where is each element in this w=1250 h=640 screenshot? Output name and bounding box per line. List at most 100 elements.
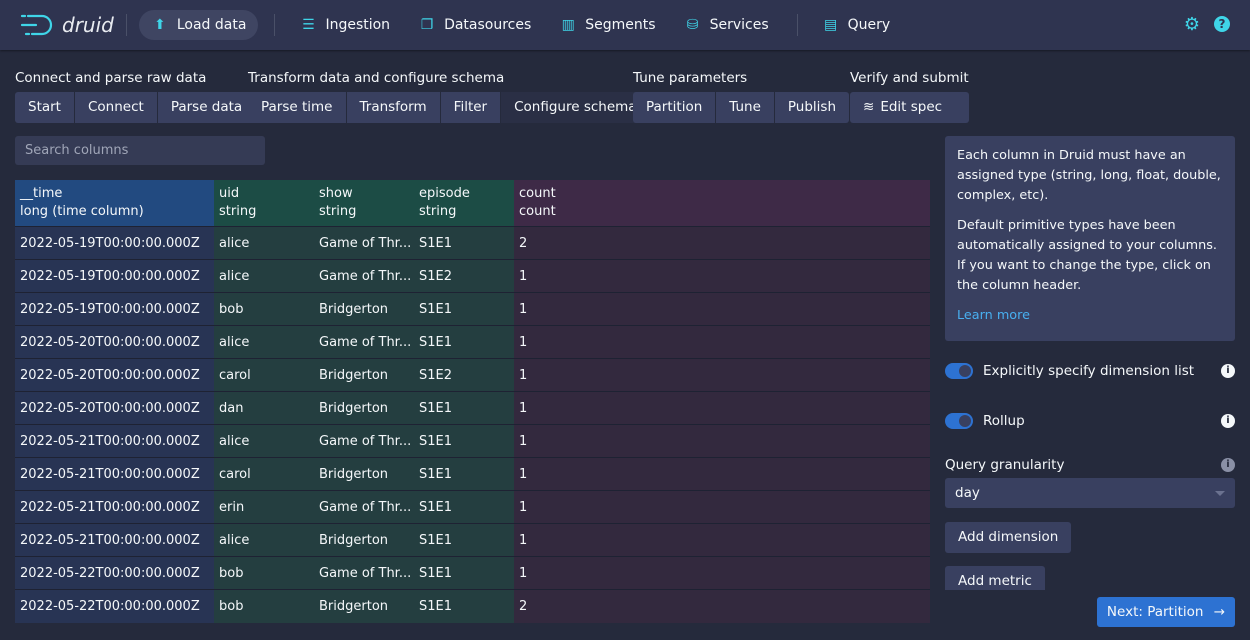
step-start[interactable]: Start [15,92,75,123]
table-row: 2022-05-20T00:00:00.000Z alice Game of Thr… [15,325,930,359]
column-header-count[interactable]: count count [514,180,930,227]
nav-label: Query [847,17,891,33]
table-cell: alice [214,226,314,260]
next-partition-button[interactable]: Next: Partition → [1097,597,1235,627]
column-type: count [519,204,556,219]
table-row: 2022-05-19T00:00:00.000Z bob Bridgerton S1E… [15,292,930,326]
table-cell: Bridgerton [314,457,414,491]
query-granularity-select[interactable]: day [945,478,1235,508]
column-name: uid [219,186,240,201]
nav-services[interactable]: ⛁ Services [672,10,781,40]
table-cell: S1E1 [414,490,514,524]
search-columns-input[interactable]: Search columns [15,136,265,165]
toggle-switch[interactable] [945,363,973,379]
nav-ingestion[interactable]: ☰ Ingestion [287,10,402,40]
database-icon: ⛁ [686,17,699,33]
table-cell: S1E2 [414,358,514,392]
next-label: Next: Partition [1106,604,1204,620]
table-cell: 2022-05-20T00:00:00.000Z [15,358,214,392]
column-name: show [319,186,353,201]
table-cell: 2022-05-22T00:00:00.000Z [15,589,214,623]
table-cell: Game of Thr... [314,325,414,359]
table-cell: 2022-05-19T00:00:00.000Z [15,259,214,293]
table-cell: S1E1 [414,556,514,590]
step-group-transform: Transform data and configure schema Pars… [248,70,650,123]
info-icon[interactable]: i [1221,414,1235,428]
table-row: 2022-05-20T00:00:00.000Z dan Bridgerton S1E… [15,391,930,425]
table-cell: Game of Thr... [314,226,414,260]
druid-logo-icon [20,14,53,36]
table-cell: bob [214,556,314,590]
column-header-episode[interactable]: episode string [414,180,514,227]
table-cell: Game of Thr... [314,259,414,293]
step-label: Edit spec [880,99,943,115]
table-cell: 2022-05-19T00:00:00.000Z [15,292,214,326]
step-parse-data[interactable]: Parse data [170,99,243,115]
column-type: long (time column) [20,204,144,219]
column-type: string [319,204,357,219]
cog-icon[interactable]: ⚙ [1183,14,1200,35]
table-row: 2022-05-21T00:00:00.000Z carol Bridgerton S… [15,457,930,491]
info-icon[interactable]: i [1221,364,1235,378]
table-cell: 1 [514,523,930,557]
table-row: 2022-05-22T00:00:00.000Z bob Bridgerton S1E… [15,589,930,623]
edit-spec-icon: ≋ [863,99,875,115]
table-cell: S1E1 [414,292,514,326]
step-filter[interactable]: Filter [441,92,502,123]
step-group-title: Connect and parse raw data [15,70,207,86]
toggle-switch[interactable] [945,413,973,429]
table-cell: erin [214,490,314,524]
step-transform[interactable]: Transform [347,92,441,123]
nav-label: Services [709,17,769,33]
help-icon[interactable]: ? [1214,16,1230,32]
nav-label: Load data [176,17,247,33]
step-group-title: Tune parameters [633,70,748,86]
table-cell: Game of Thr... [314,490,414,524]
nav-query[interactable]: ▤ Query [810,10,903,40]
column-header-time[interactable]: __time long (time column) [15,180,214,227]
step-group-title: Verify and submit [850,70,969,86]
table-cell: S1E2 [414,259,514,293]
step-parse-time[interactable]: Parse time [248,92,347,123]
nav-load-data[interactable]: ⬆ Load data [138,10,259,40]
step-group-title: Transform data and configure schema [248,70,505,86]
info-icon[interactable]: i [1221,458,1235,472]
table-cell: 2022-05-21T00:00:00.000Z [15,490,214,524]
nav-segments[interactable]: ▥ Segments [547,10,667,40]
add-dimension-button[interactable]: Add dimension [945,522,1072,553]
table-cell: S1E1 [414,325,514,359]
table-row: 2022-05-21T00:00:00.000Z alice Bridgerton S… [15,523,930,557]
step-configure-schema[interactable]: Configure schema [501,92,650,123]
cloud-upload-icon: ⬆ [153,17,166,33]
step-partition[interactable]: Partition [633,92,717,123]
step-publish[interactable]: Publish [787,99,837,115]
learn-more-link[interactable]: Learn more [957,308,1030,323]
table-cell: 1 [514,358,930,392]
info-text: Each column in Druid must have an assign… [957,148,1221,203]
table-cell: 2 [514,589,930,623]
druid-logo[interactable]: druid [20,13,114,37]
table-row: 2022-05-20T00:00:00.000Z carol Bridgerton S… [15,358,930,392]
table-cell: S1E1 [414,391,514,425]
table-cell: Bridgerton [314,523,414,557]
step-connect[interactable]: Connect [75,92,158,123]
add-metric-button[interactable]: Add metric [945,566,1045,590]
granularity-label: Query granularity [945,457,1065,473]
column-header-uid[interactable]: uid string [214,180,314,227]
table-cell: 1 [514,259,930,293]
explicit-dimension-toggle[interactable]: Explicitly specify dimension list i [945,363,1235,379]
step-group-connect: Connect and parse raw data Start Connect… [15,70,256,123]
nav-label: Ingestion [325,17,391,33]
nav-datasources[interactable]: ❐ Datasources [406,10,543,40]
rollup-toggle[interactable]: Rollup i [945,413,1235,429]
table-cell: Bridgerton [314,358,414,392]
table-cell: 2022-05-21T00:00:00.000Z [15,523,214,557]
table-cell: Bridgerton [314,391,414,425]
table-cell: 2022-05-22T00:00:00.000Z [15,556,214,590]
column-header-show[interactable]: show string [314,180,414,227]
step-edit-spec[interactable]: ≋ Edit spec [850,92,955,123]
logo-text: druid [62,13,114,37]
step-tune[interactable]: Tune [716,92,775,123]
gantt-chart-icon: ☰ [302,17,315,33]
column-type: string [419,204,457,219]
